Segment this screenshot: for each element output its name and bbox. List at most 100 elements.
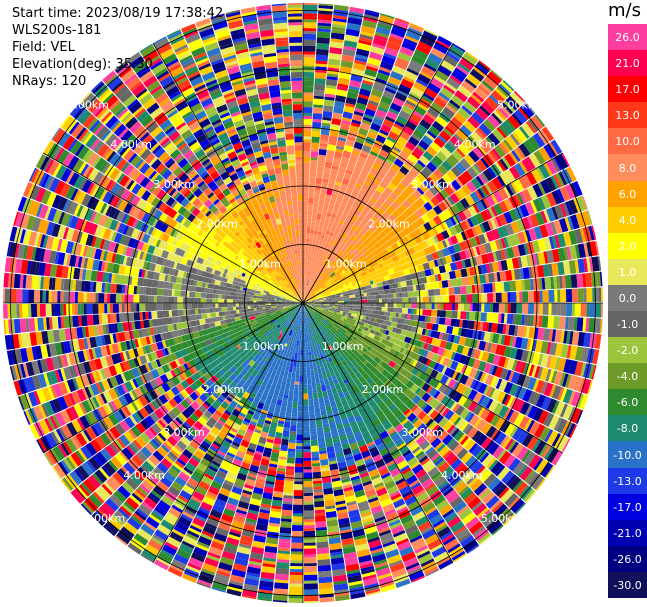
ppi-gate [322,111,333,118]
ppi-gate [429,172,440,184]
ppi-gate [346,295,350,299]
ppi-gate [331,211,338,216]
ppi-gate [413,49,429,61]
ppi-gate [427,82,441,94]
ppi-gate [303,411,309,415]
ppi-gate [362,253,367,259]
ppi-gate [392,145,402,154]
ppi-gate [499,158,509,171]
ppi-gate [303,349,306,353]
ppi-gate [450,318,458,327]
ppi-gate [289,363,294,367]
ppi-gate [389,312,397,318]
ppi-gate [303,297,305,301]
ppi-gate [356,234,362,240]
ppi-gate [514,194,522,206]
ppi-gate [492,303,497,313]
ppi-gate [313,365,317,370]
ppi-gate [303,548,317,555]
ppi-gate [306,294,312,299]
ppi-gate [492,312,499,323]
ppi-gate [421,65,436,78]
ppi-gate [309,363,314,367]
ppi-gate [457,174,469,186]
ppi-gate [348,209,356,217]
ppi-gate [366,62,379,70]
ppi-gate [320,459,329,466]
ppi-gate [377,20,393,28]
ppi-gate [331,165,339,171]
ppi-gate [548,303,552,316]
ppi-gate [422,150,434,162]
ppi-gate [343,298,350,301]
ppi-gate [406,241,413,249]
ppi-gate [378,14,395,25]
ppi-gate [360,209,369,218]
ppi-gate [494,239,501,251]
ppi-gate [359,264,364,270]
ppi-gate [355,284,360,289]
ppi-gate [314,299,318,301]
ppi-gate [363,231,372,239]
ppi-gate [303,80,314,87]
ppi-gate [370,283,378,289]
ppi-gate [363,16,378,24]
ppi-gate [372,162,382,171]
ppi-gate [349,155,359,164]
ppi-gate [282,503,293,511]
ppi-gate [581,210,591,227]
ppi-gate [370,148,380,155]
ppi-gate [526,156,536,170]
ppi-gate [500,141,511,153]
ppi-gate [372,306,377,311]
ppi-gate [340,201,347,207]
ppi-gate [305,299,308,302]
ppi-gate [382,234,391,243]
ppi-gate [421,205,429,214]
ppi-gate [310,230,315,234]
ppi-gate [516,291,520,303]
ppi-gate [319,295,323,298]
ppi-gate [308,293,311,297]
ppi-gate [276,426,284,434]
ppi-gate [361,261,369,268]
ppi-gate [404,141,416,152]
ppi-gate [448,225,458,236]
ppi-gate [303,338,306,344]
ppi-gate [294,481,303,485]
ppi-gate [361,248,367,254]
ppi-gate [274,404,282,412]
ppi-gate [430,77,444,90]
ppi-gate [400,270,405,277]
ppi-gate [303,565,318,573]
ppi-gate [505,184,514,197]
ppi-gate [311,451,320,458]
ppi-gate [398,150,410,161]
ppi-gate [378,66,392,74]
ppi-gate [316,237,321,241]
ppi-gate [308,262,312,266]
ppi-gate [333,258,338,262]
ppi-gate [308,286,311,290]
ppi-gate [446,121,459,133]
ppi-gate [450,254,456,263]
ppi-gate [418,155,430,166]
ppi-gate [459,220,469,232]
ppi-gate [290,383,295,388]
ppi-gate [433,183,442,193]
ppi-gate [417,102,429,112]
ppi-gate [406,261,415,269]
ppi-gate [354,59,367,66]
ppi-gate [504,303,508,313]
ppi-gate [454,90,468,103]
ppi-gate [430,316,437,324]
ppi-gate [404,291,409,298]
ppi-gate [387,307,391,312]
ppi-gate [447,237,453,246]
ppi-gate [463,230,470,240]
ppi-gate [373,142,383,149]
ppi-gate [521,158,534,173]
ppi-gate [393,158,404,168]
ppi-gate [367,57,381,67]
